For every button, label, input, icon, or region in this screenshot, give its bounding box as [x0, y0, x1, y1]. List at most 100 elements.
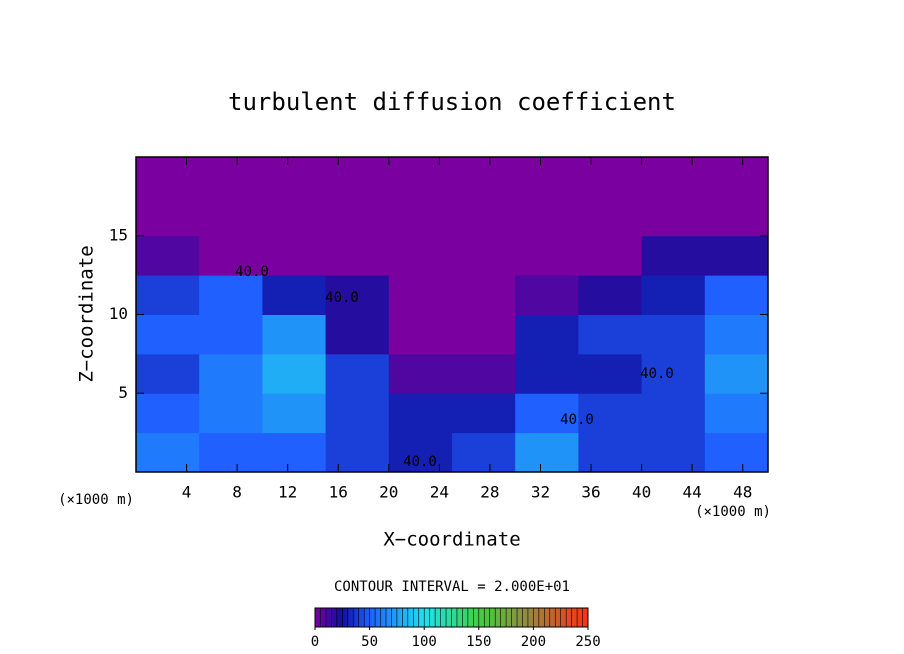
heatmap-cell — [262, 432, 327, 473]
heatmap-cell — [452, 235, 516, 276]
heatmap-cell — [325, 157, 390, 197]
heatmap-cell — [325, 432, 390, 473]
heatmap-cell — [578, 393, 643, 434]
heatmap-cell — [262, 235, 327, 276]
heatmap-cell — [452, 353, 516, 394]
y-unit-label: (×1000 m) — [58, 492, 134, 508]
heatmap-cell — [388, 393, 453, 434]
heatmap-cell — [515, 196, 579, 237]
heatmap-cell — [641, 275, 706, 315]
contour-label: 40.0 — [560, 412, 594, 428]
heatmap-cell — [262, 314, 327, 355]
x-tick-label: 40 — [632, 483, 651, 502]
heatmap-cell — [578, 432, 643, 473]
heatmap-cell — [704, 157, 769, 197]
heatmap-cell — [452, 196, 516, 237]
heatmap-cell — [452, 157, 516, 197]
heatmap-cell — [704, 275, 769, 315]
x-tick-label: 16 — [329, 483, 348, 502]
heatmap-cell — [199, 196, 263, 237]
heatmap-cell — [704, 353, 769, 394]
x-tick-label: 28 — [480, 483, 499, 502]
colorbar-tick-label: 250 — [575, 634, 600, 650]
heatmap-cell — [136, 275, 200, 315]
heatmap-cell — [515, 314, 579, 355]
heatmap-cell — [641, 393, 706, 434]
heatmap-cell — [452, 314, 516, 355]
contour-interval: CONTOUR INTERVAL = 2.000E+01 — [334, 579, 570, 595]
heatmap-cell — [388, 432, 453, 473]
y-tick-label: 5 — [118, 383, 128, 402]
heatmap-cell — [262, 353, 327, 394]
heatmap-cell — [578, 235, 643, 276]
x-tick-label: 4 — [182, 483, 192, 502]
heatmap-cell — [199, 314, 263, 355]
heatmap-cell — [199, 353, 263, 394]
heatmap-cell — [578, 196, 643, 237]
heatmap-cell — [515, 157, 579, 197]
x-tick-label: 20 — [379, 483, 398, 502]
heatmap-cell — [388, 157, 453, 197]
x-tick-label: 48 — [733, 483, 752, 502]
heatmap-cell — [515, 235, 579, 276]
heatmap-cell — [515, 275, 579, 315]
heatmap-cell — [388, 314, 453, 355]
heatmap-cell — [262, 157, 327, 197]
heatmap-cell — [388, 196, 453, 237]
heatmap-cell — [641, 196, 706, 237]
heatmap-cell — [136, 196, 200, 237]
heatmap-cell — [578, 353, 643, 394]
heatmap-cell — [452, 393, 516, 434]
contour-label: 40.0 — [403, 454, 437, 470]
contour-label: 40.0 — [640, 366, 674, 382]
contour-label: 40.0 — [235, 264, 269, 280]
heatmap-cell — [641, 314, 706, 355]
heatmap-cell — [325, 235, 390, 276]
heatmap-cell — [199, 393, 263, 434]
x-unit-label: (×1000 m) — [695, 504, 771, 520]
heatmap-cell — [515, 353, 579, 394]
colorbar-tick-label: 150 — [466, 634, 491, 650]
heatmap-cell — [136, 157, 200, 197]
y-axis-label: Z−coordinate — [76, 245, 98, 382]
heatmap-cell — [388, 353, 453, 394]
x-tick-label: 36 — [581, 483, 600, 502]
heatmap-cell — [578, 157, 643, 197]
heatmap-cell — [515, 432, 579, 473]
heatmap-cell — [515, 393, 579, 434]
heatmap-cell — [641, 235, 706, 276]
x-tick-label: 24 — [430, 483, 449, 502]
heatmap-cell — [452, 432, 516, 473]
heatmap-cell — [136, 235, 200, 276]
heatmap-cell — [199, 275, 263, 315]
heatmap-cell — [199, 432, 263, 473]
heatmap-cell — [704, 393, 769, 434]
heatmap-cell — [388, 235, 453, 276]
heatmap-cell — [452, 275, 516, 315]
heatmap-cell — [199, 157, 263, 197]
colorbar-tick-label: 100 — [412, 634, 437, 650]
heatmap-cell — [199, 235, 263, 276]
heatmap-cell — [704, 235, 769, 276]
colorbar-tick-label: 0 — [311, 634, 319, 650]
heatmap-cell — [641, 432, 706, 473]
heatmap-cell — [704, 196, 769, 237]
heatmap-cell — [388, 275, 453, 315]
heatmap-cell — [262, 275, 327, 315]
contour-label: 40.0 — [325, 290, 359, 306]
heatmap-cell — [704, 432, 769, 473]
x-tick-label: 32 — [531, 483, 550, 502]
colorbar-tick-label: 200 — [521, 634, 546, 650]
chart-title: turbulent diffusion coefficient — [228, 88, 676, 116]
y-tick-label: 15 — [109, 225, 128, 244]
heatmap-cell — [325, 353, 390, 394]
heatmap-cell — [325, 314, 390, 355]
heatmap-cell — [325, 196, 390, 237]
heatmap-cell — [641, 157, 706, 197]
heatmap-cell — [262, 393, 327, 434]
colorbar-tick-label: 50 — [361, 634, 378, 650]
heatmap-cell — [325, 393, 390, 434]
heatmap-cell — [136, 432, 200, 473]
x-tick-label: 8 — [232, 483, 242, 502]
heatmap-cell — [136, 393, 200, 434]
